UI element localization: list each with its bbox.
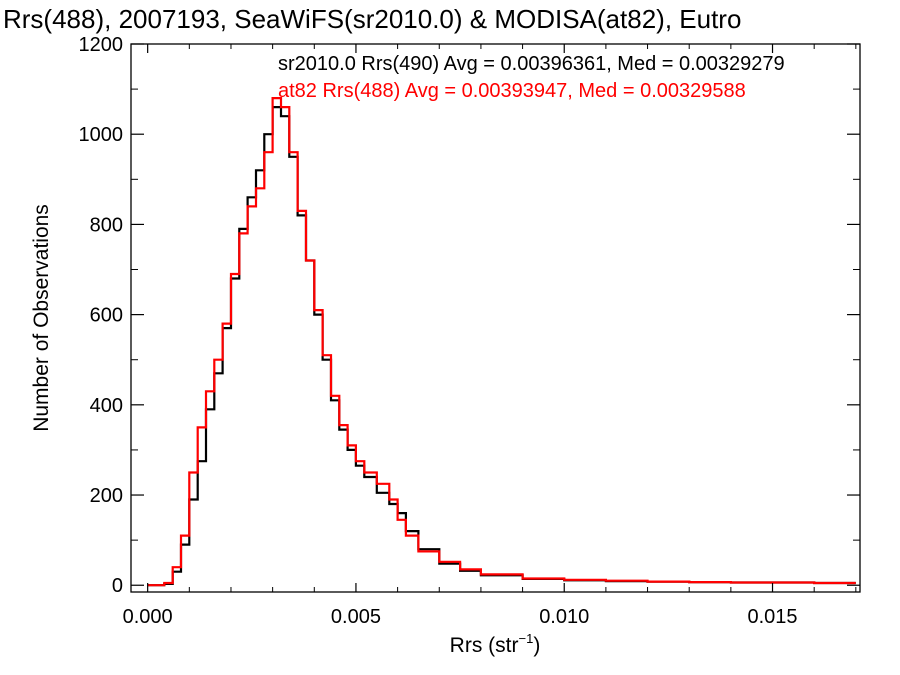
x-axis: 0.000 0.005 0.010 0.015 xyxy=(123,44,857,628)
y-tick-label: 0 xyxy=(112,575,123,597)
y-axis-label: Number of Observations xyxy=(30,204,53,432)
y-tick-label: 1200 xyxy=(79,34,124,56)
plot-frame xyxy=(130,43,861,593)
legend-entry-at82: at82 Rrs(488) Avg = 0.00393947, Med = 0.… xyxy=(278,80,746,102)
y-tick-label: 200 xyxy=(90,485,123,507)
x-tick-label: 0.010 xyxy=(539,606,589,628)
x-tick-label: 0.005 xyxy=(331,606,381,628)
chart-title: Rrs(488), 2007193, SeaWiFS(sr2010.0) & M… xyxy=(3,4,741,34)
y-tick-label: 800 xyxy=(90,214,123,236)
x-axis-label: Rrs (str−1) xyxy=(450,631,541,657)
legend-entry-sr2010: sr2010.0 Rrs(490) Avg = 0.00396361, Med … xyxy=(278,53,785,75)
x-tick-label: 0.015 xyxy=(747,606,797,628)
plot-area xyxy=(147,97,856,587)
y-tick-label: 400 xyxy=(90,395,123,417)
y-tick-label: 1000 xyxy=(79,124,124,146)
series-line-1 xyxy=(147,97,856,587)
x-tick-label: 0.000 xyxy=(123,606,173,628)
series-line-0 xyxy=(147,106,856,587)
y-tick-label: 600 xyxy=(90,305,123,327)
y-axis: 0 200 400 600 800 1000 1200 xyxy=(79,34,860,597)
